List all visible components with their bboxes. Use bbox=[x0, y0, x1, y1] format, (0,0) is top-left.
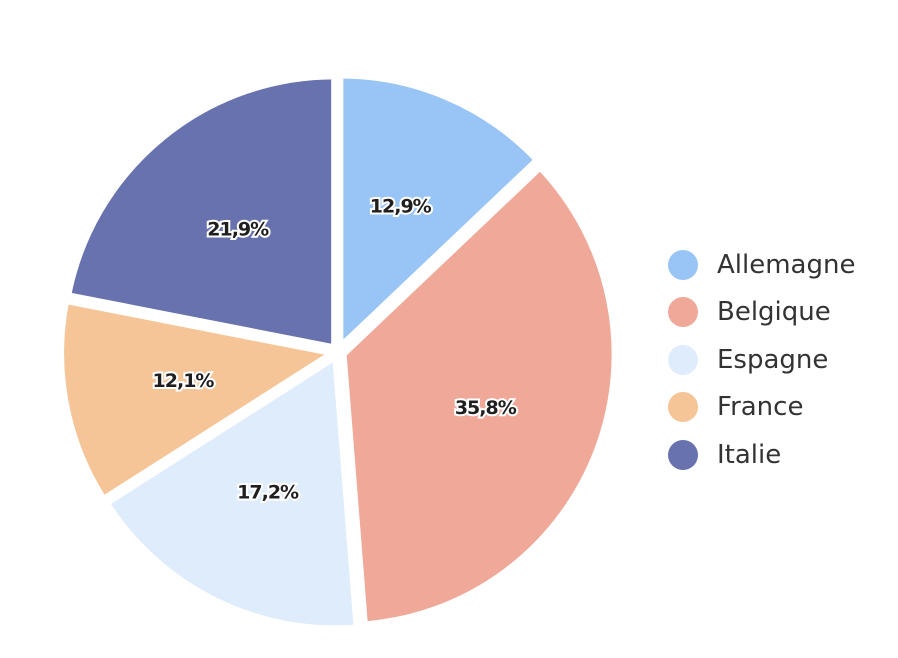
slice-label-belgique: 35,8% bbox=[455, 397, 517, 419]
pie-slice-france[interactable] bbox=[58, 298, 336, 502]
legend-swatch-icon bbox=[668, 297, 698, 328]
slice-label-espagne: 17,2% bbox=[237, 482, 299, 504]
legend-swatch-icon bbox=[668, 439, 698, 470]
legend-label: Allemagne bbox=[717, 249, 856, 280]
pie-slice-allemagne[interactable] bbox=[337, 72, 540, 350]
pie-slice-italie[interactable] bbox=[65, 73, 338, 351]
legend-item-france[interactable]: France bbox=[668, 384, 855, 432]
legend-swatch-icon bbox=[668, 249, 698, 280]
slice-label-france: 12,1% bbox=[153, 370, 215, 392]
legend-item-belgique[interactable]: Belgique bbox=[668, 289, 855, 337]
pie-slice-belgique[interactable] bbox=[340, 164, 618, 628]
legend-label: Belgique bbox=[717, 297, 831, 328]
legend: Allemagne Belgique Espagne France Italie bbox=[668, 241, 855, 479]
legend-swatch-icon bbox=[668, 344, 698, 375]
legend-label: Italie bbox=[717, 439, 782, 470]
legend-swatch-icon bbox=[668, 392, 698, 423]
legend-label: France bbox=[717, 392, 804, 423]
pie-slice-espagne[interactable] bbox=[103, 354, 360, 632]
legend-item-espagne[interactable]: Espagne bbox=[668, 336, 855, 384]
slice-label-allemagne: 12,9% bbox=[370, 196, 432, 218]
legend-item-italie[interactable]: Italie bbox=[668, 431, 855, 479]
legend-item-allemagne[interactable]: Allemagne bbox=[668, 241, 855, 289]
legend-label: Espagne bbox=[717, 344, 829, 375]
slice-label-italie: 21,9% bbox=[207, 219, 269, 241]
